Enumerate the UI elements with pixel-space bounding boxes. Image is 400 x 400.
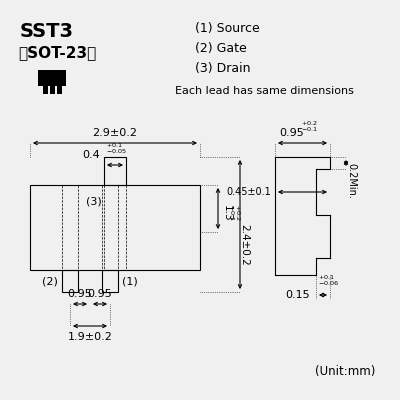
Text: 〈SOT-23〉: 〈SOT-23〉	[18, 45, 96, 60]
Text: (3) Drain: (3) Drain	[195, 62, 250, 75]
Text: 0.95: 0.95	[279, 128, 304, 138]
Bar	[30, 185, 200, 270]
Text: 2.9±0.2: 2.9±0.2	[92, 128, 138, 138]
Text: (2) Gate: (2) Gate	[195, 42, 247, 55]
Text: $^{+0.2}_{-0.1}$: $^{+0.2}_{-0.1}$	[226, 204, 242, 221]
Bar	[102, 270, 118, 292]
Text: 1.9±0.2: 1.9±0.2	[68, 332, 112, 342]
Bar	[50, 86, 55, 94]
Text: (1): (1)	[122, 276, 138, 286]
Text: $^{+0.1}_{-0.06}$: $^{+0.1}_{-0.06}$	[318, 273, 339, 288]
Text: SST3: SST3	[20, 22, 74, 41]
Text: $^{+0.2}_{-0.1}$: $^{+0.2}_{-0.1}$	[301, 119, 318, 134]
Text: 0.2Min.: 0.2Min.	[346, 163, 356, 199]
Text: (2): (2)	[42, 276, 58, 286]
Text: 1.3: 1.3	[222, 205, 232, 222]
Text: 0.4: 0.4	[82, 150, 100, 160]
Bar	[57, 86, 62, 94]
Text: $^{+0.1}_{-0.05}$: $^{+0.1}_{-0.05}$	[106, 141, 127, 156]
Text: 0.45±0.1: 0.45±0.1	[226, 187, 271, 197]
Text: 0.95: 0.95	[68, 289, 92, 299]
Text: 0.95: 0.95	[88, 289, 112, 299]
Bar	[43, 86, 48, 94]
Text: (1) Source: (1) Source	[195, 22, 260, 35]
Text: (3): (3)	[86, 196, 102, 206]
Text: (Unit:mm): (Unit:mm)	[315, 365, 375, 378]
Bar	[104, 157, 126, 185]
Text: 2.4±0.2: 2.4±0.2	[239, 224, 249, 266]
Text: 0.15: 0.15	[285, 290, 310, 300]
Bar	[62, 270, 78, 292]
Bar	[38, 70, 66, 86]
Text: Each lead has same dimensions: Each lead has same dimensions	[175, 86, 354, 96]
